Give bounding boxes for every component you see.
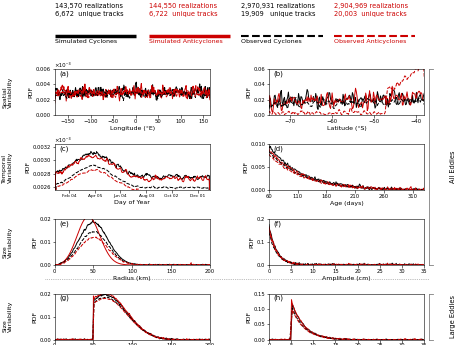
Text: 2,904,969 realizations
20,003  unique tracks: 2,904,969 realizations 20,003 unique tra…: [334, 3, 408, 17]
Y-axis label: PDF: PDF: [246, 310, 251, 323]
Y-axis label: PDF: PDF: [246, 86, 251, 98]
X-axis label: Day of Year: Day of Year: [114, 200, 150, 205]
Text: 2,970,931 realizations
19,909   unique tracks: 2,970,931 realizations 19,909 unique tra…: [241, 3, 316, 17]
X-axis label: Longitude (°E): Longitude (°E): [109, 126, 155, 131]
Text: Spatial
Variability: Spatial Variability: [2, 77, 13, 108]
Text: Temporal
Variability: Temporal Variability: [2, 151, 13, 183]
X-axis label: Latitude (°S): Latitude (°S): [327, 126, 366, 131]
Y-axis label: PDF: PDF: [29, 86, 34, 98]
X-axis label: Amplitude (cm): Amplitude (cm): [322, 276, 371, 280]
Text: Observed Cyclones: Observed Cyclones: [241, 39, 302, 44]
Y-axis label: PDF: PDF: [25, 161, 30, 173]
Y-axis label: PDF: PDF: [32, 310, 37, 323]
Text: (a): (a): [59, 70, 69, 77]
Text: (h): (h): [273, 295, 283, 302]
Text: ×10⁻³: ×10⁻³: [55, 138, 71, 143]
Text: All Eddies: All Eddies: [450, 151, 456, 183]
Text: (g): (g): [59, 295, 69, 302]
Text: (f): (f): [273, 220, 282, 227]
Y-axis label: PDF: PDF: [243, 161, 248, 173]
Text: Observed Anticyclones: Observed Anticyclones: [334, 39, 406, 44]
Text: Simulated Cyclones: Simulated Cyclones: [55, 39, 117, 44]
X-axis label: Age (days): Age (days): [330, 201, 364, 206]
Text: Large Eddies: Large Eddies: [450, 295, 456, 338]
Text: Size
Variability: Size Variability: [2, 301, 13, 332]
Text: 144,550 realizations
6,722  unique tracks: 144,550 realizations 6,722 unique tracks: [149, 3, 218, 17]
Text: (b): (b): [273, 70, 283, 77]
Text: ×10⁻³: ×10⁻³: [55, 63, 71, 68]
X-axis label: Radius (km): Radius (km): [113, 276, 151, 280]
Text: 143,570 realizations
6,672  unique tracks: 143,570 realizations 6,672 unique tracks: [55, 3, 123, 17]
Y-axis label: PDF: PDF: [250, 236, 255, 248]
Text: Simulated Anticyclones: Simulated Anticyclones: [149, 39, 222, 44]
Y-axis label: PDF: PDF: [32, 236, 37, 248]
Text: (c): (c): [59, 145, 69, 152]
Text: (e): (e): [59, 220, 69, 227]
Text: Size
Variability: Size Variability: [2, 226, 13, 257]
Text: (d): (d): [273, 145, 283, 152]
